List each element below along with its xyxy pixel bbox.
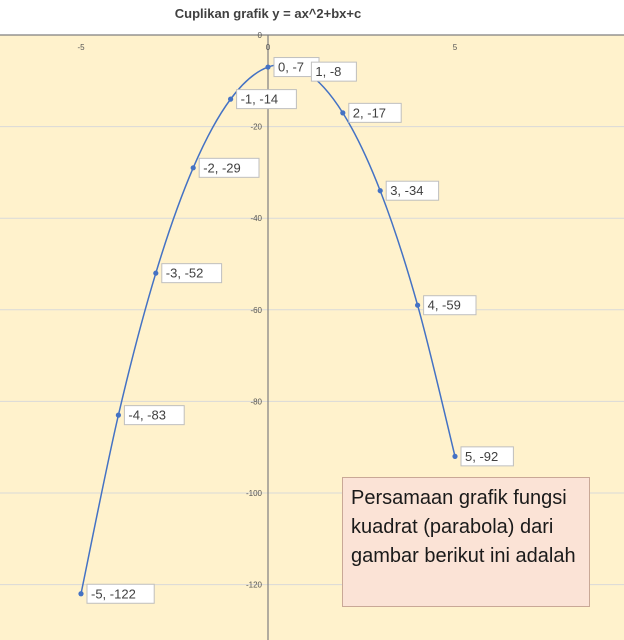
data-point [452, 453, 458, 459]
data-label-text: 0, -7 [278, 60, 304, 75]
data-label: -1, -14 [236, 89, 297, 110]
data-label-box [123, 405, 185, 426]
data-point [78, 591, 84, 597]
data-label-box [236, 89, 297, 110]
data-label-text: -1, -14 [241, 92, 279, 107]
data-label: 1, -8 [310, 61, 357, 82]
data-label-text: 3, -34 [390, 183, 423, 198]
question-box: Persamaan grafik fungsi kuadrat (parabol… [342, 477, 590, 607]
y-tick-label: -20 [250, 123, 262, 132]
data-point [415, 302, 421, 308]
data-label-text: -4, -83 [128, 408, 166, 423]
data-point [190, 165, 196, 171]
y-tick-label: -80 [250, 397, 262, 406]
data-label-box [86, 583, 155, 604]
data-label-text: 1, -8 [315, 64, 341, 79]
data-label: 4, -59 [423, 295, 477, 316]
data-label-box [385, 180, 440, 201]
data-label: 3, -34 [385, 180, 440, 201]
data-label: -5, -122 [86, 583, 155, 604]
data-label: -4, -83 [123, 405, 185, 426]
data-label-box [348, 102, 402, 123]
y-tick-label: -100 [246, 489, 263, 498]
x-tick-label: -5 [77, 43, 85, 52]
data-label-text: 4, -59 [428, 298, 461, 313]
axes: -5 0 5 0 -20 -40 -60 -80 -100 -120 [0, 31, 624, 640]
data-label-text: -2, -29 [203, 160, 241, 175]
y-tick-label: 0 [258, 31, 263, 40]
data-point [228, 96, 234, 102]
x-tick-label: 5 [453, 43, 458, 52]
y-tick-label: -60 [250, 306, 262, 315]
data-label: -2, -29 [198, 157, 260, 178]
y-tick-label: -40 [250, 214, 262, 223]
data-point [115, 412, 121, 418]
x-tick-label: 0 [266, 43, 271, 52]
y-tick-label: -120 [246, 581, 263, 590]
question-text: Persamaan grafik fungsi kuadrat (parabol… [351, 487, 576, 567]
data-label-text: -3, -52 [166, 266, 204, 281]
data-label-text: 2, -17 [353, 105, 386, 120]
data-label-text: 5, -92 [465, 449, 498, 464]
data-label-box [310, 61, 357, 82]
data-labels: -5, -122 -4, -83 -3, -52 -2, -29 -1, -14 0, -… [86, 57, 514, 604]
series-line [80, 63, 456, 594]
data-label-box [460, 446, 514, 467]
data-label-box [161, 263, 223, 284]
data-label: 5, -92 [460, 446, 514, 467]
data-label: 0, -7 [273, 57, 320, 78]
data-point [153, 270, 159, 276]
data-point [377, 188, 383, 194]
data-label-text: -5, -122 [91, 586, 136, 601]
data-point [340, 110, 346, 116]
data-label-box [423, 295, 477, 316]
data-label-box [198, 157, 260, 178]
chart-title: Cuplikan grafik y = ax^2+bx+c [174, 6, 362, 21]
data-point [265, 64, 271, 70]
data-label: -3, -52 [161, 263, 223, 284]
data-label: 2, -17 [348, 102, 402, 123]
